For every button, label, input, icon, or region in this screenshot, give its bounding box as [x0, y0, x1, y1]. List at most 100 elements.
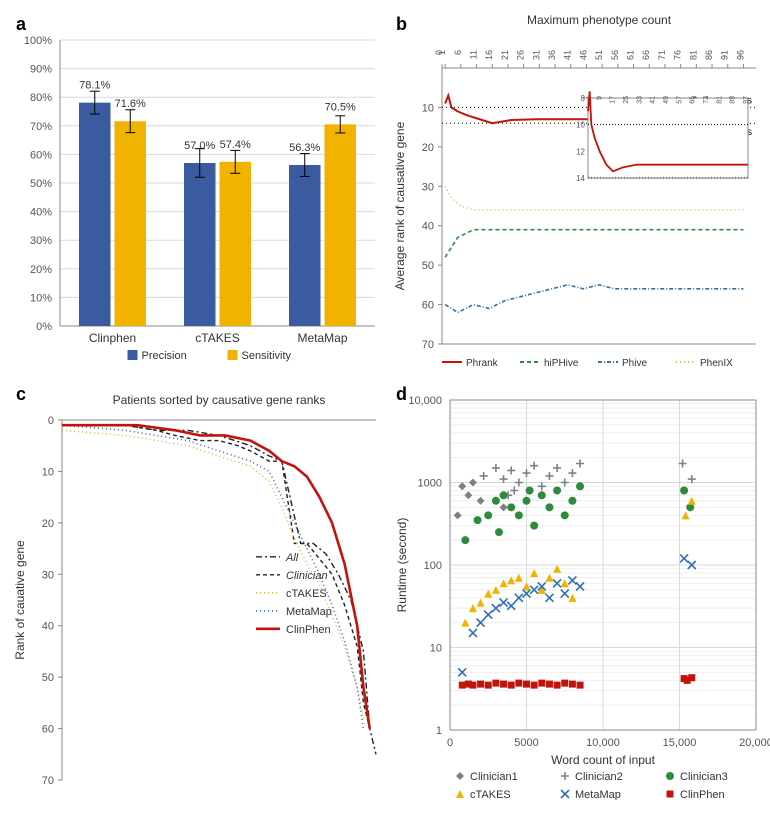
svg-text:Phrank: Phrank [466, 358, 499, 369]
svg-text:21: 21 [500, 50, 510, 60]
svg-text:60%: 60% [30, 149, 52, 161]
svg-text:Clinician2: Clinician2 [575, 771, 623, 783]
svg-text:40%: 40% [30, 207, 52, 219]
svg-text:57.4%: 57.4% [220, 139, 251, 151]
svg-text:6: 6 [453, 50, 463, 55]
svg-text:12: 12 [576, 147, 585, 156]
svg-text:11: 11 [469, 50, 479, 59]
svg-text:MetaMap: MetaMap [575, 789, 621, 800]
svg-text:1: 1 [436, 725, 442, 737]
svg-text:10,000: 10,000 [586, 737, 620, 749]
svg-text:cTAKES: cTAKES [195, 331, 239, 345]
svg-text:8: 8 [581, 94, 586, 103]
svg-text:Average rank of causative gene: Average rank of causative gene [393, 121, 407, 290]
svg-text:16: 16 [484, 50, 494, 60]
svg-text:5000: 5000 [514, 737, 538, 749]
svg-text:30: 30 [42, 569, 54, 581]
svg-text:76: 76 [673, 50, 683, 60]
svg-text:10: 10 [42, 466, 54, 478]
svg-text:40: 40 [422, 221, 434, 233]
svg-text:20%: 20% [30, 264, 52, 276]
svg-text:Clinician: Clinician [286, 570, 328, 582]
panel-c-chart: Patients sorted by causative gene ranks0… [10, 380, 390, 800]
svg-text:50%: 50% [30, 178, 52, 190]
panel-a: a 0%10%20%30%40%50%60%70%80%90%100%78.1%… [10, 10, 390, 380]
panel-d-chart: 110100100010,0000500010,00015,00020,000W… [390, 380, 770, 800]
svg-text:66: 66 [641, 50, 651, 60]
panel-b: b Maximum phenotype count016111621263136… [390, 10, 770, 380]
svg-text:71: 71 [657, 50, 667, 60]
svg-text:57: 57 [676, 96, 683, 104]
panel-c-label: c [16, 384, 26, 405]
svg-text:100: 100 [424, 560, 442, 572]
svg-text:10%: 10% [30, 292, 52, 304]
svg-text:56.3%: 56.3% [289, 142, 320, 154]
svg-text:0%: 0% [36, 321, 52, 333]
svg-text:96: 96 [735, 50, 745, 60]
svg-text:26: 26 [516, 50, 526, 60]
svg-text:90%: 90% [30, 64, 52, 76]
svg-text:50: 50 [42, 672, 54, 684]
figure-grid: a 0%10%20%30%40%50%60%70%80%90%100%78.1%… [10, 10, 760, 800]
svg-text:0: 0 [48, 415, 54, 427]
svg-text:81: 81 [688, 50, 698, 60]
panel-a-label: a [16, 14, 26, 35]
svg-text:14: 14 [576, 174, 585, 183]
svg-text:20: 20 [42, 518, 54, 530]
svg-text:0: 0 [447, 737, 453, 749]
svg-text:61: 61 [626, 50, 636, 60]
svg-text:Rank of cauative gene: Rank of cauative gene [13, 540, 27, 660]
svg-text:31: 31 [531, 50, 541, 60]
svg-text:70%: 70% [30, 121, 52, 133]
svg-text:36: 36 [547, 50, 557, 60]
svg-text:20,000: 20,000 [739, 737, 770, 749]
svg-text:Precision: Precision [142, 350, 187, 362]
svg-text:17: 17 [610, 96, 617, 104]
svg-text:MetaMap: MetaMap [286, 606, 332, 618]
svg-text:91: 91 [720, 50, 730, 60]
svg-text:78.1%: 78.1% [79, 80, 110, 92]
svg-text:80%: 80% [30, 92, 52, 104]
svg-text:51: 51 [594, 50, 604, 60]
svg-text:71.6%: 71.6% [115, 98, 146, 110]
svg-text:50: 50 [422, 260, 434, 272]
svg-text:1: 1 [437, 50, 447, 55]
svg-text:10: 10 [576, 121, 585, 130]
svg-text:65: 65 [690, 96, 697, 104]
svg-text:73: 73 [703, 96, 710, 104]
svg-text:70: 70 [42, 775, 54, 787]
svg-text:Maximum phenotype count: Maximum phenotype count [527, 13, 672, 27]
svg-text:Sensitivity: Sensitivity [242, 350, 292, 362]
svg-text:Phive: Phive [622, 358, 647, 369]
svg-text:Clinician3: Clinician3 [680, 771, 728, 783]
panel-b-chart: Maximum phenotype count01611162126313641… [390, 10, 770, 380]
svg-text:All: All [285, 552, 299, 564]
svg-text:81: 81 [716, 96, 723, 104]
svg-text:60: 60 [42, 724, 54, 736]
svg-text:89: 89 [730, 96, 737, 104]
svg-text:1000: 1000 [418, 478, 442, 490]
svg-text:9: 9 [596, 96, 603, 100]
svg-text:10,000: 10,000 [408, 395, 442, 407]
svg-text:41: 41 [650, 96, 657, 104]
svg-text:60: 60 [422, 300, 434, 312]
svg-text:MetaMap: MetaMap [297, 331, 347, 345]
svg-text:PhenIX: PhenIX [700, 358, 733, 369]
svg-text:hiPHive: hiPHive [544, 358, 579, 369]
svg-text:Clinician1: Clinician1 [470, 771, 518, 783]
svg-text:30%: 30% [30, 235, 52, 247]
svg-text:25: 25 [623, 96, 630, 104]
svg-text:Word count of input: Word count of input [551, 753, 656, 767]
svg-text:97: 97 [743, 96, 750, 104]
svg-text:56: 56 [610, 50, 620, 60]
svg-text:70.5%: 70.5% [325, 101, 356, 113]
svg-text:70: 70 [422, 339, 434, 351]
svg-text:41: 41 [563, 50, 573, 60]
svg-text:cTAKES: cTAKES [470, 789, 511, 800]
svg-text:Clinphen: Clinphen [89, 331, 136, 345]
svg-text:15,000: 15,000 [663, 737, 697, 749]
panel-d-label: d [396, 384, 407, 405]
svg-text:ClinPhen: ClinPhen [286, 624, 331, 636]
svg-text:86: 86 [704, 50, 714, 60]
svg-text:30: 30 [422, 181, 434, 193]
